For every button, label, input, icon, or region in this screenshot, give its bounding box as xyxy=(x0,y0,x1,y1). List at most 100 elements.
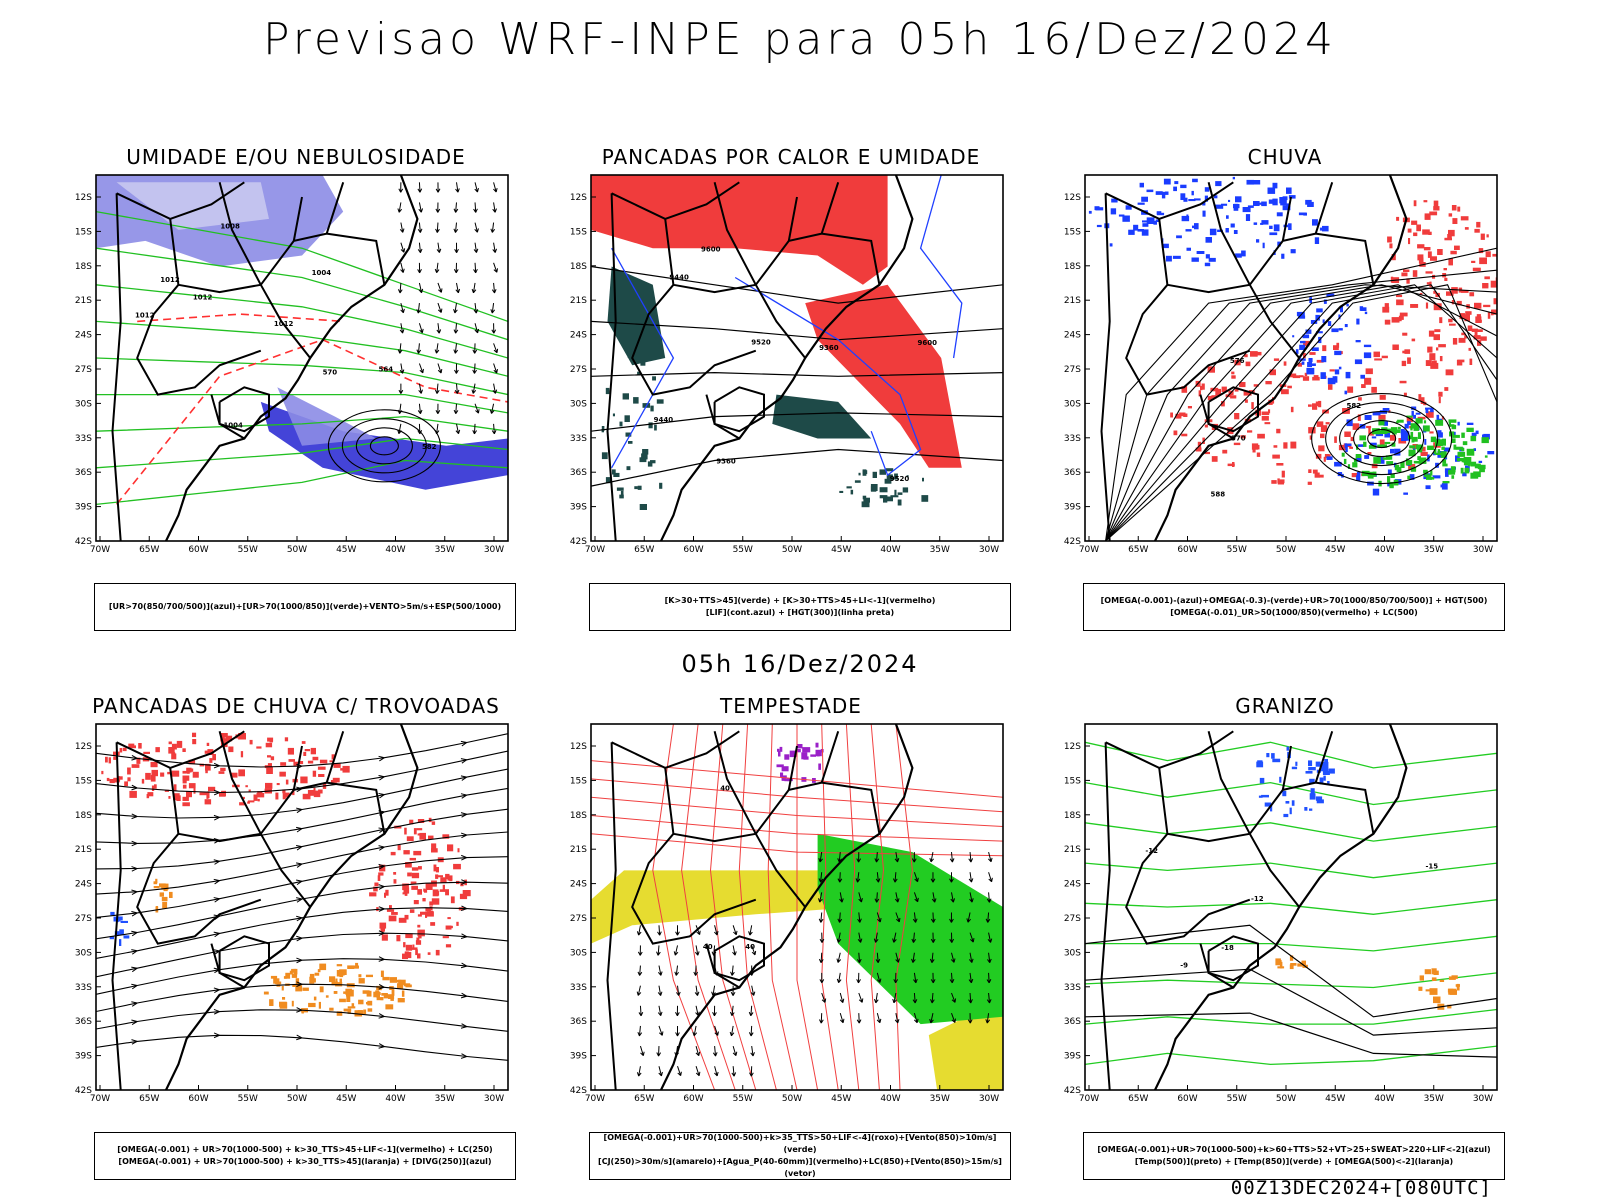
contour-label: 40 xyxy=(703,943,713,951)
lat-tick-label: 24S xyxy=(75,880,92,890)
lat-tick-label: 36S xyxy=(1064,468,1081,478)
contour-label: 570 xyxy=(323,369,338,377)
contour-label: -12 xyxy=(1145,847,1158,855)
lon-tick-label: 30W xyxy=(979,1094,999,1104)
lat-tick-label: 18S xyxy=(1064,811,1081,821)
contour-label: 9600 xyxy=(918,339,938,347)
lat-tick-label: 21S xyxy=(570,845,587,855)
lon-tick-label: 50W xyxy=(287,545,307,555)
lon-tick-label: 35W xyxy=(435,545,455,555)
contour-label: -12 xyxy=(1251,895,1264,903)
contour-label: 582 xyxy=(1347,402,1362,410)
lon-tick-label: 40W xyxy=(880,1094,900,1104)
contour-label: -18 xyxy=(1221,944,1234,952)
lon-tick-label: 50W xyxy=(782,545,802,555)
lat-tick-label: 42S xyxy=(75,537,92,547)
lat-tick-label: 30S xyxy=(75,399,92,409)
lon-tick-label: 50W xyxy=(1276,545,1296,555)
lon-tick-label: 45W xyxy=(1325,545,1345,555)
lat-tick-label: 39S xyxy=(570,1052,587,1062)
lon-tick-label: 65W xyxy=(634,545,654,555)
contour-label: 9360 xyxy=(819,344,839,352)
lat-tick-label: 33S xyxy=(75,983,92,993)
contour-label: 9520 xyxy=(751,339,771,347)
lon-tick-label: 70W xyxy=(90,1094,110,1104)
contour-label: 1012 xyxy=(160,276,180,284)
lat-tick-label: 30S xyxy=(1064,948,1081,958)
lat-tick-label: 30S xyxy=(1064,399,1081,409)
lat-tick-label: 12S xyxy=(570,193,587,203)
lon-tick-label: 50W xyxy=(287,1094,307,1104)
lat-tick-label: 21S xyxy=(75,845,92,855)
lat-tick-label: 15S xyxy=(570,776,587,786)
lat-tick-label: 39S xyxy=(1064,503,1081,513)
lon-tick-label: 45W xyxy=(336,1094,356,1104)
panel-granizo: GRANIZO -12 -12 -9 -15 -18 12S 15S 18S 21S 24S 27S… xyxy=(1045,694,1525,1184)
lon-tick-label: 45W xyxy=(831,545,851,555)
lon-tick-label: 70W xyxy=(1079,1094,1099,1104)
lat-tick-label: 18S xyxy=(75,262,92,272)
lon-tick-label: 30W xyxy=(1473,545,1493,555)
lat-tick-label: 42S xyxy=(1064,1086,1081,1096)
lon-tick-label: 45W xyxy=(1325,1094,1345,1104)
lat-tick-label: 15S xyxy=(75,227,92,237)
lat-tick-label: 15S xyxy=(75,776,92,786)
lat-tick-label: 24S xyxy=(570,331,587,341)
legend-line: [Temp(500)](preto) + [Temp(850)](verde) … xyxy=(1134,1157,1454,1166)
contour-label: 9600 xyxy=(701,246,721,254)
panel-title: PANCADAS POR CALOR E UMIDADE xyxy=(601,145,981,169)
lon-tick-label: 45W xyxy=(336,545,356,555)
lat-tick-label: 24S xyxy=(1064,331,1081,341)
lon-tick-label: 35W xyxy=(1424,1094,1444,1104)
contour-label: 1012 xyxy=(135,312,155,320)
lat-tick-label: 42S xyxy=(570,1086,587,1096)
lon-tick-label: 70W xyxy=(585,545,605,555)
legend-line: [LIF](cont.azul) + [HGT(300)](linha pret… xyxy=(705,608,895,617)
panel-legend: [UR>70(850/700/500)](azul)+[UR>70(1000/8… xyxy=(94,583,516,631)
lat-tick-label: 39S xyxy=(570,503,587,513)
lat-tick-label: 42S xyxy=(570,537,587,547)
lon-tick-label: 45W xyxy=(831,1094,851,1104)
contour-label: 1012 xyxy=(193,294,213,302)
lat-tick-label: 36S xyxy=(75,468,92,478)
lat-tick-label: 27S xyxy=(75,365,92,375)
lat-tick-label: 39S xyxy=(1064,1052,1081,1062)
lon-tick-label: 65W xyxy=(1128,545,1148,555)
forecast-map: 40 40 40 12S 15S 18S 21S 24S 27S 30S 33S 36S 39S 42S7… xyxy=(570,723,1004,1104)
lat-tick-label: 12S xyxy=(75,742,92,752)
lon-tick-label: 35W xyxy=(435,1094,455,1104)
lon-tick-label: 70W xyxy=(585,1094,605,1104)
lat-tick-label: 21S xyxy=(1064,845,1081,855)
legend-line: [OMEGA(-0.001) + UR>70(1000-500) + k>30_… xyxy=(117,1145,493,1154)
lat-tick-label: 30S xyxy=(75,948,92,958)
lat-tick-label: 36S xyxy=(570,468,587,478)
contour-label: 9520 xyxy=(890,475,910,483)
lon-tick-label: 35W xyxy=(930,545,950,555)
lat-tick-label: 27S xyxy=(1064,914,1081,924)
lat-tick-label: 18S xyxy=(75,811,92,821)
lon-tick-label: 55W xyxy=(733,1094,753,1104)
lon-tick-label: 70W xyxy=(1079,545,1099,555)
panel-legend: [OMEGA(-0.001)+UR>70(1000-500)+k>35_TTS>… xyxy=(589,1132,1011,1180)
forecast-map: 588 582 576 570 12S 15S 18S 21S 24S 27S 30S 33S 36S 3… xyxy=(1064,174,1498,555)
lon-tick-label: 55W xyxy=(1227,545,1247,555)
legend-line: [K>30+TTS>45](verde) + [K>30+TTS>45+LI<-… xyxy=(664,596,936,605)
legend-line: [OMEGA(-0.001)-(azul)+OMEGA(-0.3)-(verde… xyxy=(1100,596,1488,605)
lon-tick-label: 50W xyxy=(782,1094,802,1104)
contour-label: 1004 xyxy=(312,269,332,277)
lat-tick-label: 12S xyxy=(1064,742,1081,752)
panel-title: UMIDADE E/OU NEBULOSIDADE xyxy=(126,145,466,169)
lat-tick-label: 15S xyxy=(1064,776,1081,786)
lon-tick-label: 65W xyxy=(634,1094,654,1104)
lon-tick-label: 40W xyxy=(1374,545,1394,555)
forecast-map: 1012 1012 1012 1008 1004 1004 1012 570 582 564 12S… xyxy=(75,174,509,555)
contour-label: -9 xyxy=(1180,962,1188,970)
lat-tick-label: 27S xyxy=(75,914,92,924)
legend-line: [OMEGA(-0.01)_UR>50(1000/850)(vermelho) … xyxy=(1170,608,1418,617)
legend-line: [OMEGA(-0.001) + UR>70(1000-500) + k>30_… xyxy=(118,1157,492,1166)
lon-tick-label: 65W xyxy=(139,545,159,555)
lat-tick-label: 33S xyxy=(1064,434,1081,444)
lat-tick-label: 27S xyxy=(570,914,587,924)
legend-line: [CJ(250)>30m/s](amarelo)+[Agua_P(40-60mm… xyxy=(598,1157,1002,1178)
legend-line: [OMEGA(-0.001)+UR>70(1000-500)+k>60+TTS>… xyxy=(1097,1145,1491,1154)
